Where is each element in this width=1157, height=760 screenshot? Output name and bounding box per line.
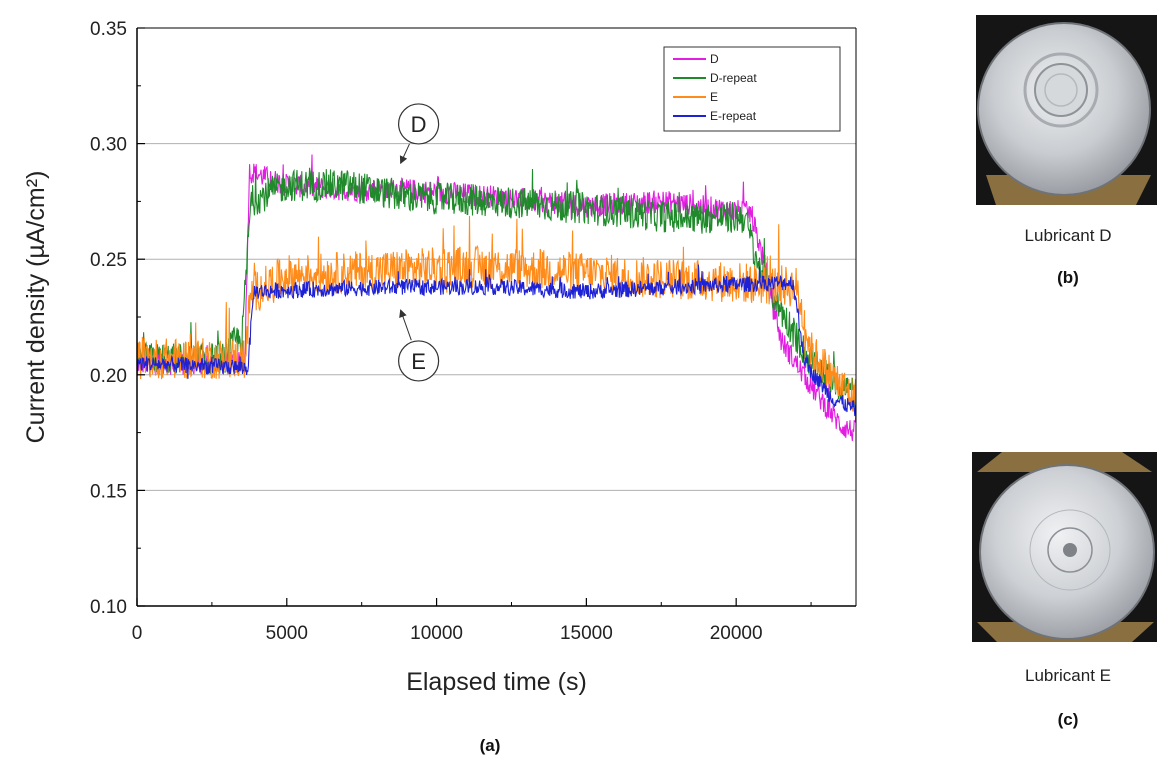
x-tick-label: 15000 [560, 623, 613, 644]
series-line-d [137, 154, 856, 441]
y-axis-label: Current density (µA/cm²) [22, 171, 50, 444]
series-line-d-repeat [137, 167, 856, 408]
x-axis-label: Elapsed time (s) [406, 668, 587, 696]
series-line-e [137, 215, 856, 412]
current-density-chart: 0 5000 10000 15000 20000 0.10 0.15 0.20 0.25 0.30… [22, 19, 857, 696]
caption-lubricant-d: Lubricant D [1024, 226, 1112, 245]
legend-entry-e-repeat: E-repeat [710, 109, 757, 123]
y-tick-label: 0.25 [90, 250, 127, 271]
legend: D D-repeat E E-repeat [663, 46, 841, 132]
series-line-e-repeat [137, 264, 856, 417]
annotation-e: E [398, 309, 440, 382]
annotation-label: D [411, 112, 427, 137]
annotation-label: E [411, 349, 426, 374]
legend-entry-d: D [710, 52, 719, 66]
panel-label-b: (b) [1057, 268, 1079, 287]
annotation-d: D [398, 103, 440, 165]
x-tick-label: 20000 [710, 623, 763, 644]
y-tick-label: 0.30 [90, 135, 127, 156]
y-tick-label: 0.35 [90, 19, 127, 40]
legend-entry-d-repeat: D-repeat [710, 71, 757, 85]
panel-label-a: (a) [479, 736, 501, 755]
panel-label-c: (c) [1057, 710, 1079, 729]
y-tick-label: 0.15 [90, 481, 127, 502]
caption-lubricant-e: Lubricant E [1025, 666, 1111, 685]
annotation-arrow [399, 309, 412, 341]
y-tick-label: 0.20 [90, 366, 127, 387]
y-tick-label: 0.10 [90, 597, 127, 618]
x-tick-label: 0 [132, 623, 143, 644]
lubricant-e-photo [972, 452, 1157, 642]
annotation-arrow [399, 143, 410, 165]
disc-specimen-e-image [972, 452, 1157, 642]
x-tick-label: 10000 [410, 623, 463, 644]
legend-entry-e: E [710, 90, 718, 104]
lubricant-d-photo [976, 15, 1157, 205]
x-tick-label: 5000 [266, 623, 308, 644]
disc-specimen-d-image [976, 15, 1157, 205]
annotation-circle [398, 340, 440, 382]
annotation-circle [398, 103, 440, 145]
